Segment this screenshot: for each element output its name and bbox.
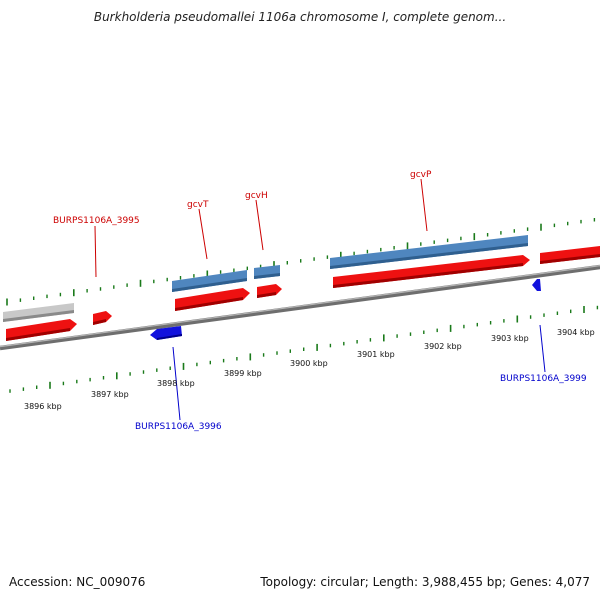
gene-label-burps-3995[interactable]: BURPS1106A_3995 — [53, 216, 140, 226]
lower-tick-row — [9, 305, 599, 393]
genome-summary: Topology: circular; Length: 3,988,455 bp… — [260, 575, 590, 589]
forward-gene-gcvH[interactable] — [257, 284, 282, 298]
forward-gene-3995[interactable] — [6, 319, 77, 341]
gene-label-connectors — [94, 178, 546, 421]
forward-gene-gcvP[interactable] — [333, 255, 530, 288]
cds-bar-gcvT[interactable] — [172, 270, 247, 292]
scale-label-3900: 3900 kbp — [290, 359, 328, 368]
gene-label-gcvP[interactable]: gcvP — [410, 170, 432, 180]
pseudo-gene-bar[interactable] — [3, 303, 74, 322]
gene-label-burps-3999[interactable]: BURPS1106A_3999 — [500, 374, 587, 384]
accession-label: Accession: NC_009076 — [9, 575, 146, 589]
forward-gene-gcvT[interactable] — [175, 288, 250, 311]
cds-bar-gcvP[interactable] — [330, 235, 528, 269]
forward-gene-right-edge[interactable] — [540, 246, 600, 264]
scale-label-3902: 3902 kbp — [424, 342, 462, 351]
reverse-gene-3999[interactable] — [532, 279, 541, 291]
scale-label-3903: 3903 kbp — [491, 334, 529, 343]
gene-label-gcvH[interactable]: gcvH — [245, 191, 268, 201]
scale-label-3904: 3904 kbp — [557, 328, 595, 337]
scale-label-3901: 3901 kbp — [357, 350, 395, 359]
scale-label-3897: 3897 kbp — [91, 390, 129, 399]
gene-label-burps-3996[interactable]: BURPS1106A_3996 — [135, 422, 222, 432]
forward-gene-small-1[interactable] — [93, 311, 112, 325]
scale-label-3899: 3899 kbp — [224, 369, 262, 378]
chromosome-backbone — [0, 264, 600, 351]
scale-label-3898: 3898 kbp — [157, 379, 195, 388]
cds-bar-gcvH[interactable] — [254, 265, 280, 279]
reverse-gene-3996[interactable] — [150, 326, 182, 340]
genome-title: Burkholderia pseudomallei 1106a chromoso… — [93, 10, 507, 24]
gene-label-gcvT[interactable]: gcvT — [187, 200, 209, 210]
scale-label-3896: 3896 kbp — [24, 402, 62, 411]
